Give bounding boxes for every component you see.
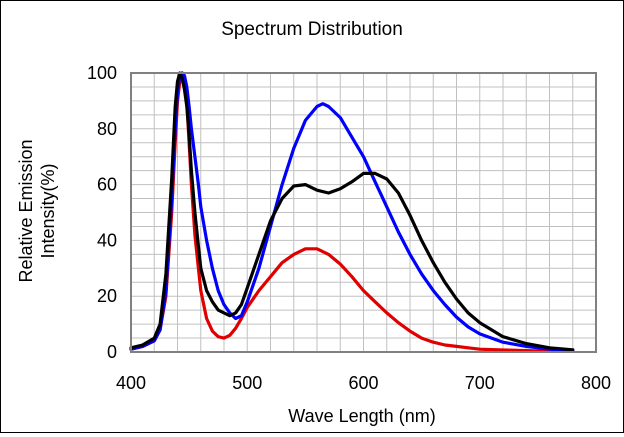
x-tick-label: 400	[116, 373, 146, 393]
y-axis-title-line-2: Intensity(%)	[38, 163, 58, 258]
x-axis-title: Wave Length (nm)	[288, 406, 435, 426]
y-axis-title: Relative Emission Intensity(%)	[16, 139, 58, 282]
x-tick-label: 700	[465, 373, 495, 393]
y-tick-label: 40	[97, 230, 117, 250]
grid	[131, 73, 596, 352]
chart-title: Spectrum Distribution	[221, 19, 403, 40]
y-axis-ticks: 0 20 40 60 80 100	[87, 63, 117, 362]
plot-area-border	[130, 72, 597, 353]
x-axis-ticks: 400 500 600 700 800	[116, 373, 611, 393]
y-tick-label: 80	[97, 119, 117, 139]
y-tick-label: 100	[87, 63, 117, 83]
y-tick-label: 20	[97, 286, 117, 306]
y-tick-label: 60	[97, 175, 117, 195]
x-tick-label: 800	[581, 373, 611, 393]
y-axis-title-line-1: Relative Emission	[16, 139, 36, 282]
y-tick-label: 0	[107, 342, 117, 362]
x-tick-label: 600	[348, 373, 378, 393]
x-tick-label: 500	[232, 373, 262, 393]
